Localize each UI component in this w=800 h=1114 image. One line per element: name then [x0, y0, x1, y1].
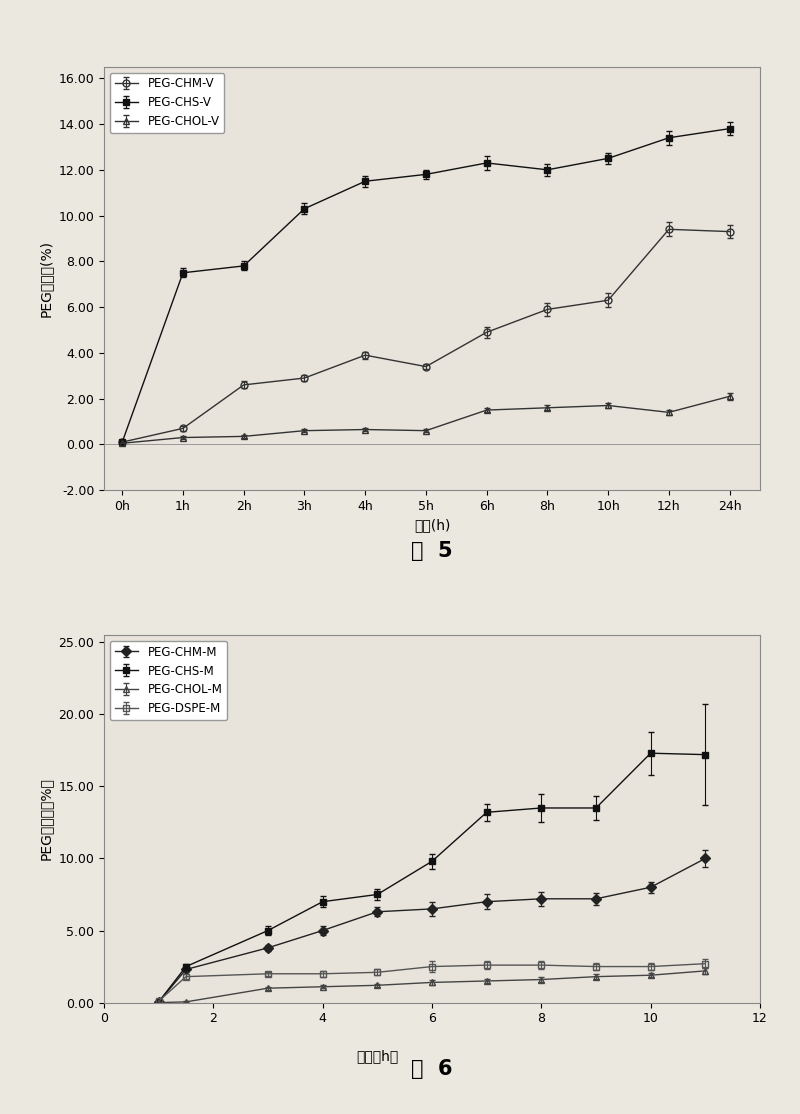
Legend: PEG-CHM-V, PEG-CHS-V, PEG-CHOL-V: PEG-CHM-V, PEG-CHS-V, PEG-CHOL-V — [110, 72, 225, 133]
Text: 图  6: 图 6 — [411, 1059, 453, 1079]
Text: 时间（h）: 时间（h） — [356, 1048, 398, 1063]
Legend: PEG-CHM-M, PEG-CHS-M, PEG-CHOL-M, PEG-DSPE-M: PEG-CHM-M, PEG-CHS-M, PEG-CHOL-M, PEG-DS… — [110, 641, 227, 720]
Y-axis label: PEG脱落量(%): PEG脱落量(%) — [39, 240, 53, 317]
Text: 图  5: 图 5 — [411, 541, 453, 561]
X-axis label: 时间(h): 时间(h) — [414, 518, 450, 532]
Y-axis label: PEG脱落量（%）: PEG脱落量（%） — [39, 778, 53, 860]
